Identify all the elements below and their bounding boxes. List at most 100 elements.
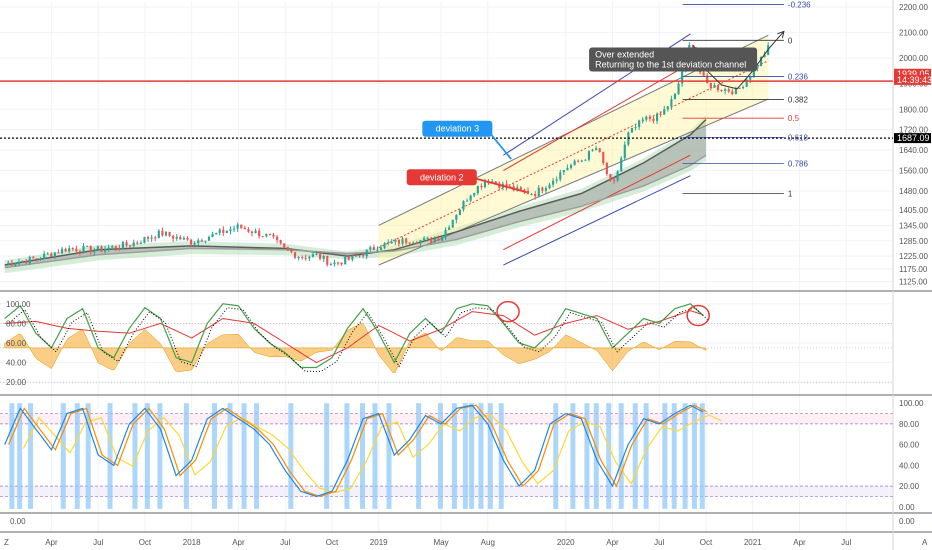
candle-body bbox=[641, 119, 644, 121]
candle-body bbox=[164, 231, 168, 236]
candle-body bbox=[709, 82, 712, 88]
osc2-highlight-bar bbox=[254, 403, 260, 509]
candle-body bbox=[82, 245, 85, 253]
candle-body bbox=[587, 151, 591, 160]
osc1-tick-label: 60.00 bbox=[6, 339, 27, 348]
candle-body bbox=[89, 245, 92, 253]
candle-body bbox=[584, 159, 587, 161]
candle-body bbox=[362, 255, 365, 257]
candle-body bbox=[734, 87, 737, 95]
candle-body bbox=[598, 148, 601, 153]
candle-body bbox=[433, 238, 436, 242]
osc1-tick-label: 40.00 bbox=[6, 359, 27, 368]
candle-body bbox=[100, 246, 103, 252]
candle-body bbox=[555, 179, 558, 181]
candle-body bbox=[17, 261, 21, 264]
candle-body bbox=[759, 57, 763, 66]
osc2-highlight-bar bbox=[662, 403, 668, 509]
price-tick-label: 1720.00 bbox=[899, 126, 928, 135]
time-tick-label: 2018 bbox=[183, 538, 201, 547]
candle-body bbox=[308, 256, 311, 259]
candle-body bbox=[648, 116, 651, 119]
candle-body bbox=[405, 238, 408, 243]
candle-body bbox=[480, 185, 483, 188]
candle-body bbox=[315, 253, 318, 255]
candle-body bbox=[358, 255, 361, 257]
candle-body bbox=[415, 242, 418, 244]
osc2-highlight-bar bbox=[9, 403, 15, 509]
candle-body bbox=[129, 245, 132, 247]
time-tick-label: Oct bbox=[700, 538, 713, 547]
time-tick-label: Apr bbox=[793, 538, 806, 547]
candle-body bbox=[652, 118, 655, 121]
price-tick-label: 1405.00 bbox=[899, 206, 928, 215]
candle-body bbox=[179, 237, 182, 240]
moving-average-line bbox=[4, 154, 707, 269]
osc2-highlight-bar bbox=[28, 403, 34, 509]
time-tick-label: Oct bbox=[326, 538, 339, 547]
candle-body bbox=[523, 189, 526, 191]
candle-body bbox=[146, 237, 150, 239]
axes: 2200.002100.002000.001900.001800.001720.… bbox=[4, 3, 932, 547]
candle-body bbox=[738, 87, 741, 89]
candle-body bbox=[71, 248, 74, 250]
candle-body bbox=[10, 262, 13, 266]
candle-body bbox=[207, 236, 211, 241]
candle-body bbox=[168, 231, 171, 236]
osc2-highlight-bar bbox=[618, 403, 624, 509]
candle-body bbox=[333, 262, 336, 265]
price-tag bbox=[894, 68, 931, 79]
candle-body bbox=[659, 113, 662, 115]
osc2-highlight-bar bbox=[324, 403, 330, 509]
candle-body bbox=[68, 248, 71, 252]
osc2-highlight-bar bbox=[372, 403, 378, 509]
price-tick-label: 1345.00 bbox=[899, 221, 928, 230]
osc2-highlight-bar bbox=[451, 403, 457, 509]
candle-body bbox=[397, 239, 401, 244]
candle-body bbox=[681, 71, 684, 84]
osc2-highlight-bar bbox=[85, 403, 91, 509]
osc2-highlight-bar bbox=[183, 403, 189, 509]
osc2-yellow-line bbox=[22, 414, 722, 494]
price-tick-label: 2100.00 bbox=[899, 29, 928, 38]
candle-body bbox=[440, 237, 444, 241]
osc2-highlight-bar bbox=[437, 403, 443, 509]
osc2-tick-label: 40.00 bbox=[899, 461, 920, 470]
osc1-histogram bbox=[4, 322, 707, 373]
candle-body bbox=[745, 79, 748, 87]
candle-body bbox=[544, 188, 548, 191]
candle-body bbox=[86, 245, 89, 247]
osc2-highlight-bar bbox=[211, 403, 217, 509]
candle-body bbox=[462, 201, 465, 210]
time-tick-label: Jul bbox=[93, 538, 103, 547]
candle-body bbox=[222, 229, 225, 233]
candle-body bbox=[756, 65, 759, 69]
candle-body bbox=[39, 258, 42, 260]
candle-body bbox=[175, 237, 178, 239]
candle-body bbox=[638, 120, 641, 128]
candle-body bbox=[35, 258, 39, 260]
fib-label: 0 bbox=[788, 36, 793, 45]
candle-body bbox=[268, 233, 272, 235]
candle-body bbox=[125, 242, 128, 246]
osc2-highlight-bar bbox=[570, 403, 576, 509]
osc2-highlight-bar bbox=[227, 403, 233, 509]
price-tag-label: 1687.09 bbox=[897, 133, 930, 143]
osc2-highlight-bar bbox=[691, 403, 697, 509]
candle-body bbox=[132, 242, 135, 247]
price-tag-label: 1939.05 bbox=[897, 69, 930, 79]
candle-body bbox=[43, 253, 46, 259]
candle-body bbox=[595, 148, 598, 150]
candle-body bbox=[243, 227, 246, 230]
candle-body bbox=[46, 253, 49, 255]
candle-body bbox=[526, 190, 530, 195]
candle-body bbox=[283, 243, 286, 248]
osc2-highlight-bar bbox=[132, 403, 138, 509]
price-tick-label: 1560.00 bbox=[899, 167, 928, 176]
fib-label: 0.786 bbox=[788, 160, 809, 169]
candle-body bbox=[118, 248, 121, 250]
osc2-tick-label: 60.00 bbox=[899, 441, 920, 450]
candle-body bbox=[749, 76, 752, 80]
